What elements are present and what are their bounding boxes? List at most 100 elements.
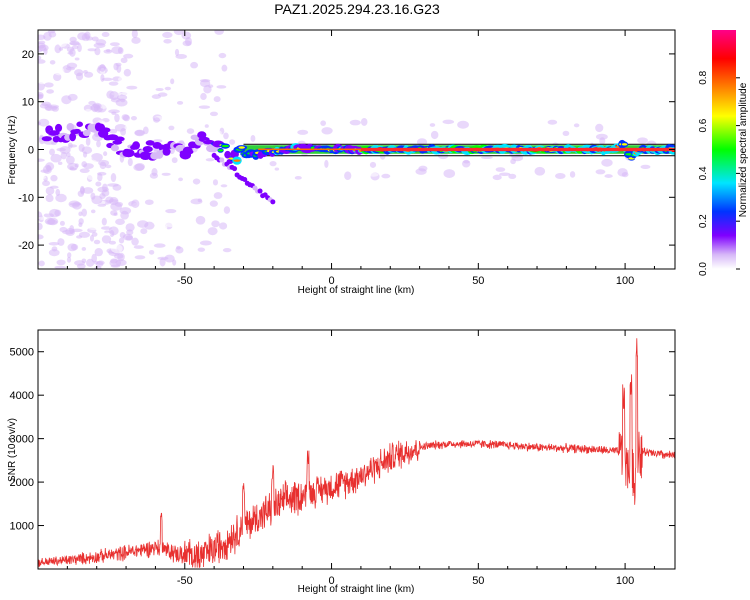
spectrogram-speckle xyxy=(97,55,107,62)
spectrogram-xtick-label: 0 xyxy=(328,275,334,287)
spectrogram-speckle xyxy=(213,96,221,103)
spectrogram-speckle xyxy=(94,265,102,269)
spectrogram-track-core xyxy=(217,149,224,152)
spectrogram-speckle xyxy=(38,234,44,240)
spectrogram-speckle xyxy=(176,245,181,250)
spectrogram-speckle xyxy=(81,247,87,251)
spectrogram-speckle xyxy=(95,181,102,187)
spectrogram-speckle xyxy=(320,120,327,126)
snr-panel: -50 0 50 100 1000 2000 3000 4000 5000 Height of … xyxy=(7,329,676,595)
spectrogram-speckle xyxy=(38,80,46,85)
spectrogram-speckle xyxy=(131,237,139,246)
spectrogram-speckle xyxy=(195,215,206,225)
spectrogram-speckle xyxy=(152,139,163,143)
spectrogram-speckle xyxy=(69,224,75,234)
spectrogram-speckle xyxy=(67,142,73,149)
spectrogram-ticks: -50 0 50 100 -20 -10 0 10 20 xyxy=(18,30,675,287)
spectrogram-speckle xyxy=(164,86,172,91)
spectrogram-speckle xyxy=(71,45,79,50)
spectrogram-speckle xyxy=(595,123,604,133)
spectrogram-speckle xyxy=(132,110,144,116)
spectrogram-speckle xyxy=(109,91,119,101)
spectrogram-track-blob xyxy=(47,130,60,136)
spectrogram-speckle xyxy=(117,252,125,262)
spectrogram-branch-blob xyxy=(242,177,248,183)
spectrogram-speckle xyxy=(482,128,494,137)
spectrogram-speckle xyxy=(250,135,256,142)
spectrogram-track-blob xyxy=(186,149,194,155)
snr-ytick-label: 1000 xyxy=(10,521,34,533)
spectrogram-speckle xyxy=(123,53,134,59)
spectrogram-speckle xyxy=(381,173,391,179)
colorbar-label: Normalized spectral amplitude xyxy=(738,82,749,217)
spectrogram-speckle xyxy=(160,225,168,234)
spectrogram-speckle xyxy=(508,173,517,180)
spectrogram-speckle xyxy=(78,143,85,152)
spectrogram-ytick-label: -20 xyxy=(18,240,34,252)
spectrogram-speckle xyxy=(38,118,50,127)
spectrogram-speckle xyxy=(178,177,183,182)
spectrogram-speckle xyxy=(219,222,228,230)
spectrogram-speckle xyxy=(89,234,95,242)
spectrogram-speckle xyxy=(56,147,66,152)
spectrogram-speckle xyxy=(186,128,195,134)
spectrogram-speckle xyxy=(269,161,277,167)
spectrogram-ytick-label: -10 xyxy=(18,192,34,204)
snr-ytick-label: 4000 xyxy=(10,390,34,402)
spectrogram-speckle xyxy=(595,133,608,140)
spectrogram-speckle xyxy=(38,175,47,180)
spectrogram-speckle xyxy=(108,109,120,114)
spectrogram-speckle xyxy=(114,113,120,123)
snr-ytick-label: 2000 xyxy=(10,477,34,489)
spectrogram-speckle xyxy=(510,158,516,165)
spectrogram-speckle xyxy=(349,119,361,126)
spectrogram-speckle xyxy=(131,37,141,44)
spectrogram-speckle xyxy=(229,139,236,145)
spectrogram-speckle xyxy=(217,130,222,136)
spectrogram-speckle xyxy=(110,202,122,211)
chart-title: PAZ1.2025.294.23.16.G23 xyxy=(274,1,440,17)
spectrogram-speckle xyxy=(96,140,101,148)
spectrogram-speckle xyxy=(202,53,207,59)
spectrogram-track-blob xyxy=(145,140,155,146)
spectrogram-track-blob xyxy=(82,129,91,137)
spectrogram-speckle xyxy=(47,217,59,226)
spectrogram-speckle xyxy=(69,202,82,206)
spectrogram-speckle xyxy=(126,229,134,236)
spectrogram-speckle xyxy=(74,69,84,77)
spectrogram-speckle xyxy=(67,93,78,101)
spectrogram-speckle xyxy=(599,137,606,145)
spectrogram-speckle xyxy=(157,256,169,260)
colorbar-tick-label: 0.6 xyxy=(698,118,709,132)
spectrogram-track-blob xyxy=(73,128,81,134)
colorbar-tick-label: 0.0 xyxy=(698,262,709,276)
spectrogram-speckle xyxy=(45,194,54,203)
spectrogram-speckle xyxy=(47,233,54,243)
spectrogram-speckle xyxy=(140,228,148,235)
spectrogram-band-edge xyxy=(243,143,675,145)
spectrogram-speckle xyxy=(121,91,129,96)
spectrogram-speckle xyxy=(38,216,48,220)
snr-xtick-label: 100 xyxy=(616,575,634,587)
spectrogram-speckle xyxy=(555,173,566,179)
spectrogram-speckle xyxy=(59,226,68,233)
spectrogram-speckle xyxy=(38,94,44,100)
colorbar-tick-label: 0.8 xyxy=(698,70,709,84)
spectrogram-speckle xyxy=(120,128,127,136)
spectrogram-speckle xyxy=(91,232,98,237)
spectrogram-speckle xyxy=(110,192,117,199)
spectrogram-speckle xyxy=(209,200,218,207)
spectrogram-speckle xyxy=(67,243,78,252)
spectrogram-track-core xyxy=(233,159,241,162)
spectrogram-track-blob xyxy=(132,141,140,150)
spectrogram-speckle xyxy=(97,186,109,193)
spectrogram-speckle xyxy=(360,118,368,126)
spectrogram-speckle xyxy=(74,260,86,266)
spectrogram-speckle xyxy=(171,157,178,164)
spectrogram-speckle xyxy=(57,161,63,165)
spectrogram-speckle xyxy=(165,209,177,214)
snr-ytick-label: 3000 xyxy=(10,434,34,446)
spectrogram-speckle xyxy=(199,79,211,83)
spectrogram-speckle xyxy=(93,260,99,265)
